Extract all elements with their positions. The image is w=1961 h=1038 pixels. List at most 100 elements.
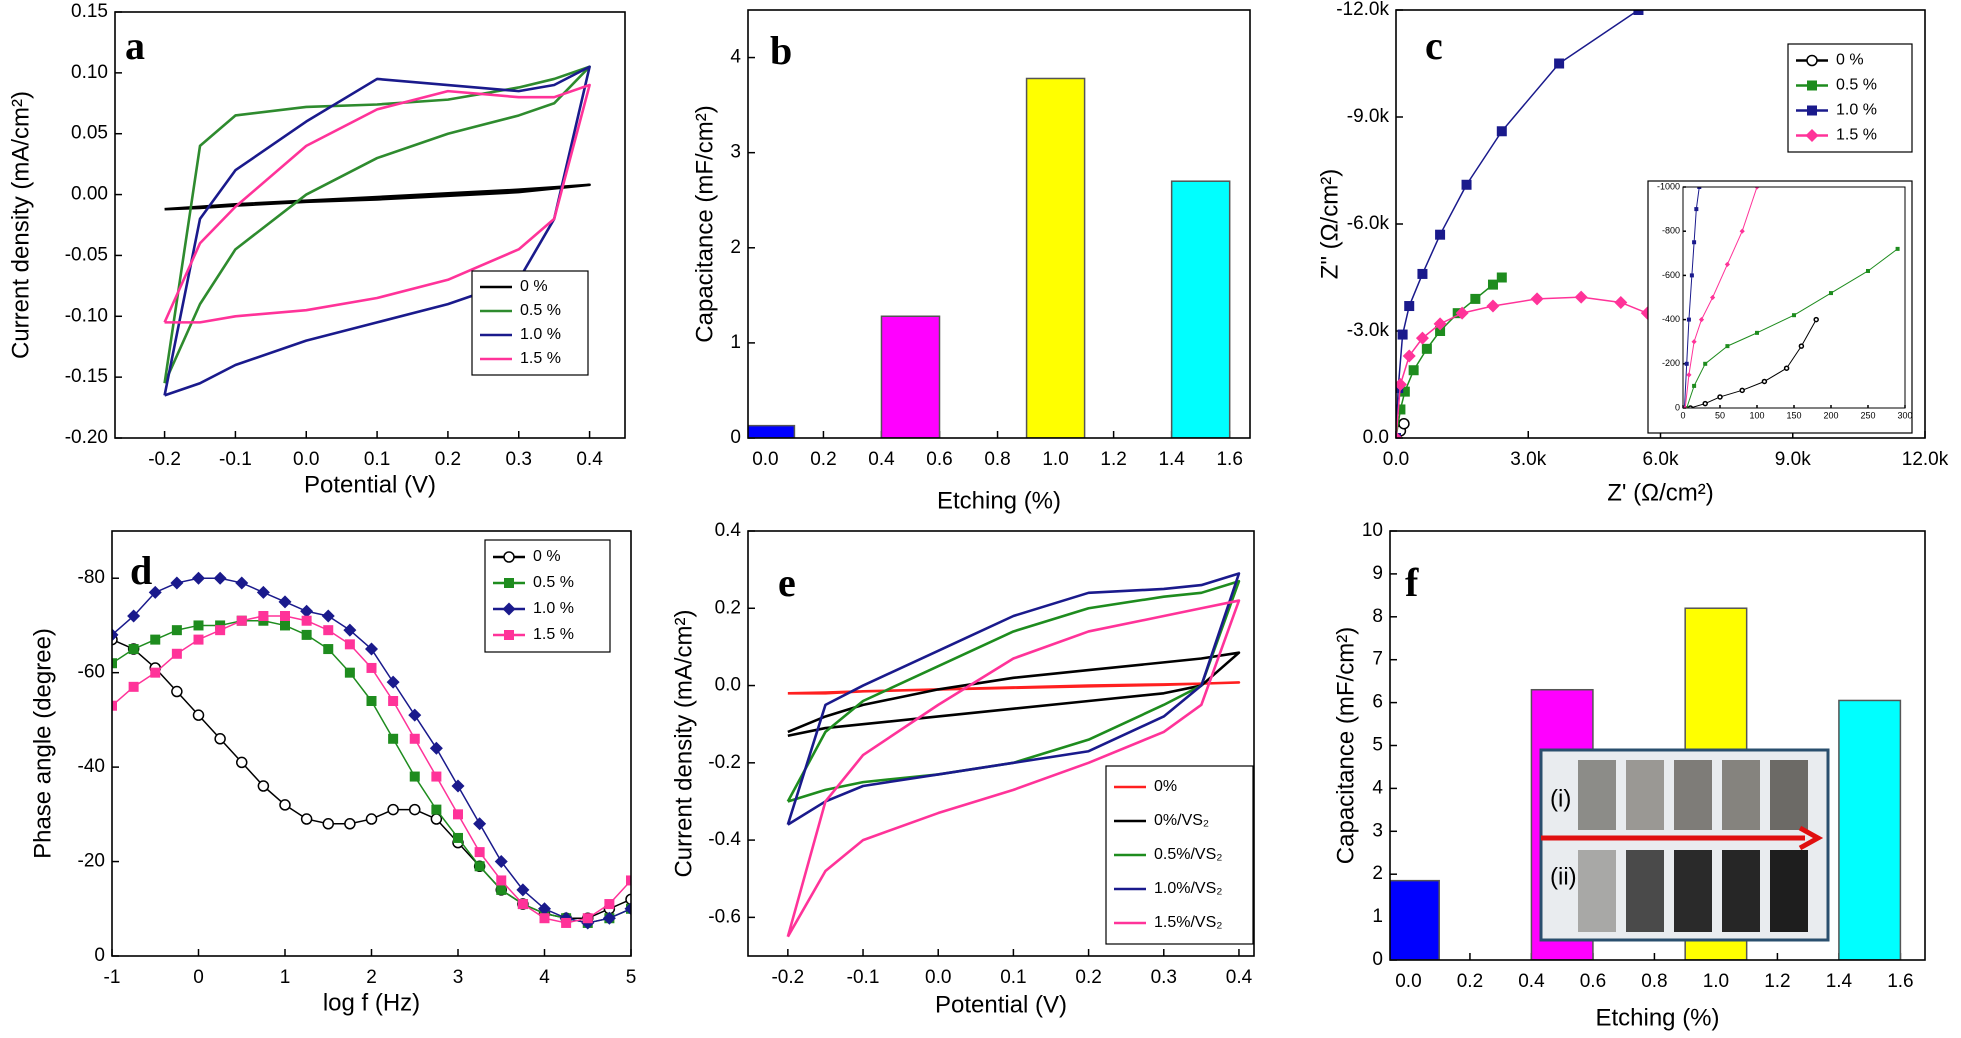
series-line [164, 183, 591, 211]
series-line [1396, 10, 1639, 438]
marker [517, 899, 528, 910]
inset-frame [1647, 180, 1913, 434]
x-tick-label: 0.4 [868, 449, 895, 470]
marker [1633, 10, 1644, 15]
x-tick-label: 0.2 [1075, 967, 1101, 988]
marker [321, 609, 335, 623]
plot-area [112, 571, 631, 930]
x-tick-label: 9.0k [1775, 449, 1811, 470]
x-tick-label: 1.4 [1158, 449, 1185, 470]
y-tick-label: -80 [78, 567, 105, 588]
x-tick-label: 1.0 [1042, 449, 1068, 470]
y-tick-label: -12.0k [1336, 0, 1389, 20]
marker [193, 634, 204, 645]
y-tick-label: 2 [730, 237, 741, 258]
marker [343, 623, 357, 637]
legend-label: 1.0 % [533, 600, 574, 617]
marker [128, 644, 139, 655]
strip [1722, 760, 1760, 830]
marker [1408, 365, 1419, 376]
marker [1496, 272, 1507, 283]
plot-area [1396, 10, 1654, 438]
marker [112, 628, 119, 642]
y-tick-label: 4 [730, 47, 741, 68]
marker [148, 585, 162, 599]
y-axis-label: Current density (mA/cm²) [670, 609, 697, 877]
marker [430, 813, 443, 825]
y-tick-label: 0.05 [71, 123, 108, 144]
x-tick-label: 1.6 [1216, 449, 1242, 470]
strip [1770, 760, 1808, 830]
marker [1614, 295, 1628, 309]
marker [192, 571, 205, 585]
series-line [786, 599, 1241, 938]
marker [322, 818, 334, 830]
marker [300, 604, 314, 618]
marker [474, 847, 485, 858]
legend-box [471, 270, 589, 376]
plot-frame [747, 530, 1255, 957]
marker [538, 902, 551, 916]
marker [1761, 378, 1768, 385]
marker [150, 634, 161, 645]
plot-area [163, 65, 591, 397]
x-axis-label: Potential (V) [304, 471, 436, 498]
plot-frame [114, 11, 626, 439]
y-tick-label: 0 [730, 427, 741, 448]
y-tick-label: -600 [1662, 270, 1680, 280]
legend: 0% 0%/VS₂ 0.5%/VS₂ 1.0%/VS₂ 1.5%/VS₂ [1105, 765, 1254, 945]
marker [496, 884, 507, 895]
y-tick-label: -0.6 [708, 906, 741, 927]
marker [1798, 343, 1805, 349]
marker [602, 911, 616, 925]
plot-area [748, 77, 1231, 438]
marker [301, 629, 312, 640]
x-tick-label: 300 [1897, 410, 1912, 420]
y-tick-label: 0 [94, 945, 105, 966]
marker [1574, 290, 1588, 304]
marker [409, 733, 420, 744]
bar [1838, 699, 1902, 960]
marker [1486, 299, 1500, 313]
marker [280, 620, 290, 631]
marker [1684, 361, 1689, 366]
marker [1396, 378, 1407, 391]
plot-area [786, 572, 1241, 938]
marker [1421, 343, 1432, 354]
x-tick-label: 1.6 [1887, 971, 1913, 992]
marker [112, 700, 117, 711]
marker [1739, 228, 1745, 234]
x-tick-label: 12.0k [1902, 449, 1949, 470]
marker [625, 893, 631, 906]
y-tick-label: 4 [1372, 777, 1383, 798]
legend-label: 1.5%/VS₂ [1154, 914, 1222, 931]
y-tick-label: 0.4 [715, 520, 742, 541]
marker [516, 883, 530, 897]
marker [504, 578, 514, 588]
x-tick-label: 1.0 [1703, 971, 1729, 992]
strip [1626, 760, 1664, 830]
marker [214, 733, 226, 745]
marker [494, 855, 508, 869]
strip [1578, 850, 1616, 932]
legend: 0 % 0.5 % 1.0 % 1.5 % [1787, 43, 1913, 153]
marker [278, 595, 292, 609]
y-tick-label: -800 [1662, 226, 1680, 236]
marker [1402, 349, 1416, 363]
marker [1686, 317, 1691, 322]
marker [323, 625, 334, 636]
marker [1496, 126, 1507, 137]
marker [1805, 129, 1819, 142]
series-line [163, 65, 591, 397]
marker [1792, 313, 1796, 318]
legend-label: 0.5 % [1836, 77, 1877, 94]
marker [1703, 361, 1708, 366]
series-line [787, 681, 1241, 695]
marker [280, 611, 290, 621]
marker [365, 642, 378, 656]
plot-frame [111, 530, 632, 957]
panel-label: a [125, 23, 145, 68]
series-line [163, 83, 591, 324]
x-tick-label: 0 [193, 967, 204, 988]
x-tick-label: 6.0k [1643, 449, 1679, 470]
